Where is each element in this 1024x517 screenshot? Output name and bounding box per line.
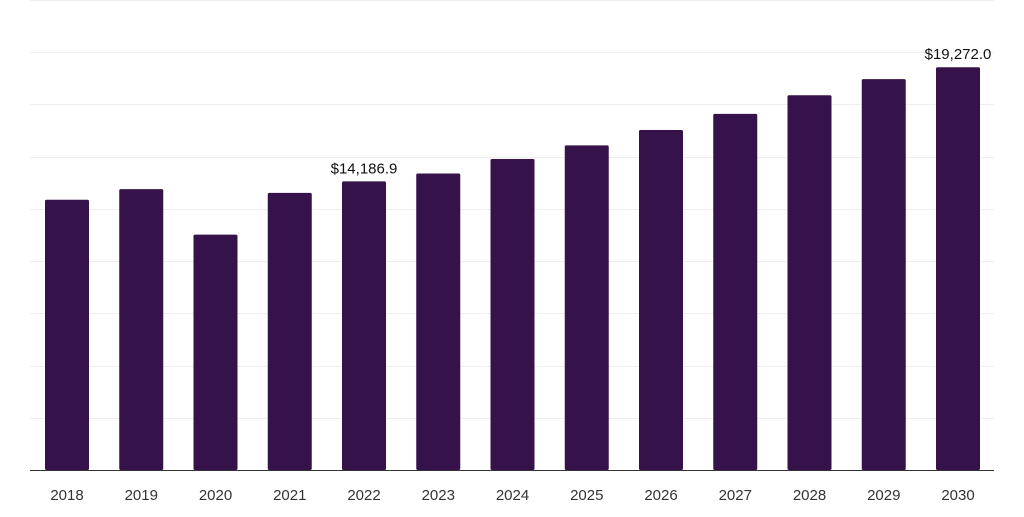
- x-tick-label-2028: 2028: [793, 487, 826, 504]
- bar-2020: [193, 234, 238, 470]
- bar-2027: [713, 113, 758, 471]
- bars: [45, 67, 980, 471]
- x-tick-label-2020: 2020: [199, 487, 232, 504]
- x-tick-label-2018: 2018: [50, 487, 83, 504]
- data-labels: $14,186.9 $19,272.0: [331, 46, 992, 177]
- x-tick-label-2025: 2025: [570, 487, 603, 504]
- x-tick-label-2030: 2030: [941, 487, 974, 504]
- x-tick-label-2026: 2026: [644, 487, 677, 504]
- bar-2030: [936, 67, 980, 470]
- x-tick-label-2024: 2024: [496, 487, 529, 504]
- bar-2024: [490, 159, 535, 470]
- bar-2029: [861, 79, 906, 471]
- data-label-2022: $14,186.9: [331, 160, 398, 177]
- x-tick-label-2029: 2029: [867, 487, 900, 504]
- x-tick-label-2027: 2027: [719, 487, 752, 504]
- x-tick-label-2021: 2021: [273, 487, 306, 504]
- bar-2023: [416, 173, 461, 471]
- bar-2019: [119, 189, 164, 470]
- bar-2028: [787, 95, 832, 470]
- bar-2026: [639, 129, 683, 470]
- bar-2022: [342, 181, 386, 470]
- bar-2018: [45, 199, 89, 470]
- bar-2025: [564, 145, 609, 471]
- x-tick-labels: 2018 2019 2020 2021 2022 2023 2024 2025 2026 2027…: [50, 487, 974, 504]
- bar-2021: [267, 192, 312, 470]
- x-tick-label-2023: 2023: [422, 487, 455, 504]
- x-tick-label-2022: 2022: [347, 487, 380, 504]
- x-tick-label-2019: 2019: [125, 487, 158, 504]
- data-label-2030: $19,272.0: [925, 46, 992, 63]
